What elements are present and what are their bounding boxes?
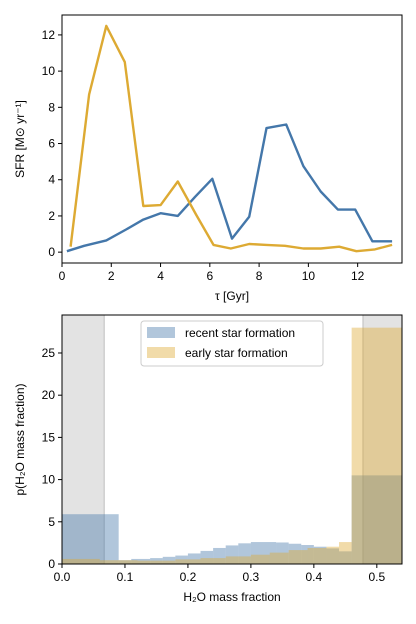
x-tick-label: 2 bbox=[108, 269, 115, 283]
y-tick-label: 12 bbox=[42, 28, 56, 42]
shaded-region bbox=[362, 315, 402, 564]
x-tick-label: 6 bbox=[206, 269, 213, 283]
histogram-bar-early bbox=[62, 558, 100, 564]
histogram-bar-recent bbox=[187, 553, 201, 564]
histogram-bar-recent bbox=[263, 542, 277, 564]
x-axis-label: τ [Gyr] bbox=[215, 289, 249, 303]
y-tick-label: 4 bbox=[48, 173, 55, 187]
histogram-bar-early bbox=[225, 556, 251, 564]
histogram-bar-early bbox=[250, 554, 270, 564]
x-tick-label: 0.4 bbox=[306, 570, 323, 584]
legend-label-recent: recent star formation bbox=[185, 326, 295, 340]
series-line-orange bbox=[69, 24, 393, 253]
histogram-bar-recent bbox=[250, 542, 264, 564]
shaded-region bbox=[62, 315, 105, 564]
histogram-bar-recent bbox=[131, 558, 151, 564]
histogram-bar-early bbox=[307, 547, 327, 564]
y-axis-label: SFR [M⊙ yr⁻¹] bbox=[13, 100, 27, 178]
y-tick-label: 25 bbox=[42, 346, 56, 360]
legend-label-early: early star formation bbox=[185, 346, 288, 360]
x-axis-label: H₂O mass fraction bbox=[183, 590, 280, 604]
series-line-blue bbox=[66, 123, 393, 253]
histogram-bar-early bbox=[99, 560, 138, 564]
histogram-bar-recent bbox=[200, 550, 214, 564]
histogram-bar-recent bbox=[276, 542, 289, 564]
y-tick-label: 6 bbox=[48, 137, 55, 151]
histogram-bar-recent bbox=[301, 545, 314, 564]
y-axis-label: p(H₂O mass fraction) bbox=[13, 383, 27, 495]
legend-swatch-recent bbox=[147, 327, 175, 338]
y-tick-label: 8 bbox=[48, 100, 55, 114]
histogram-bar-recent bbox=[351, 475, 402, 564]
y-tick-label: 2 bbox=[48, 209, 55, 223]
histogram-panel: 0.0 0.1 0.2 0.3 0.4 0.5 0 5 10 15 20 25 H₂O mass fra… bbox=[13, 314, 403, 604]
x-tick-label: 4 bbox=[157, 269, 164, 283]
histogram-bar-early bbox=[326, 546, 340, 564]
y-tick-label: 5 bbox=[48, 515, 55, 529]
y-tick-label: 0 bbox=[48, 557, 55, 571]
histogram-bar-recent bbox=[62, 514, 119, 564]
sfr-panel: 0 2 4 6 8 10 12 0 2 4 6 8 10 12 τ [Gyr] SFR [M⊙ yr⁻¹] bbox=[13, 14, 403, 303]
histogram-bar-early bbox=[288, 550, 308, 564]
plot-frame bbox=[61, 314, 403, 565]
histogram-bar-recent bbox=[118, 560, 132, 564]
x-tick-label: 0.5 bbox=[368, 570, 385, 584]
histogram-bar-recent bbox=[225, 545, 239, 564]
x-tick-label: 10 bbox=[302, 269, 316, 283]
histogram-bar-recent bbox=[213, 547, 226, 564]
y-tick-label: 15 bbox=[42, 430, 56, 444]
y-tick-label: 20 bbox=[42, 388, 56, 402]
x-tick-label: 0.0 bbox=[54, 570, 71, 584]
histogram-bar-recent bbox=[339, 551, 352, 564]
histogram-bar-recent bbox=[175, 555, 188, 564]
histogram-bar-recent bbox=[288, 543, 302, 564]
x-tick-label: 12 bbox=[351, 269, 365, 283]
legend-swatch-early bbox=[147, 347, 175, 358]
x-tick-label: 0.1 bbox=[117, 570, 134, 584]
x-tick-label: 0.3 bbox=[243, 570, 260, 584]
y-tick-label: 10 bbox=[42, 64, 56, 78]
histogram-bar-recent bbox=[313, 546, 327, 564]
x-tick-label: 0.2 bbox=[180, 570, 197, 584]
histogram-bar-early bbox=[137, 560, 176, 564]
histogram-bar-early bbox=[175, 559, 201, 564]
histogram-bar-early bbox=[200, 558, 226, 564]
plot-frame bbox=[61, 14, 403, 264]
histogram-bar-early bbox=[269, 552, 289, 564]
histogram-bar-recent bbox=[326, 548, 340, 564]
legend-box bbox=[140, 320, 324, 367]
y-tick-label: 0 bbox=[48, 245, 55, 259]
histogram-bar-recent bbox=[162, 556, 176, 564]
histogram-bar-early bbox=[351, 327, 402, 564]
x-tick-label: 0 bbox=[59, 269, 66, 283]
legend: recent star formation early star formatio… bbox=[140, 320, 324, 367]
y-tick-label: 10 bbox=[42, 473, 56, 487]
histogram-bar-recent bbox=[238, 543, 251, 564]
histogram-bar-recent bbox=[150, 558, 163, 564]
histogram-bar-early bbox=[339, 542, 352, 564]
x-tick-label: 8 bbox=[256, 269, 263, 283]
